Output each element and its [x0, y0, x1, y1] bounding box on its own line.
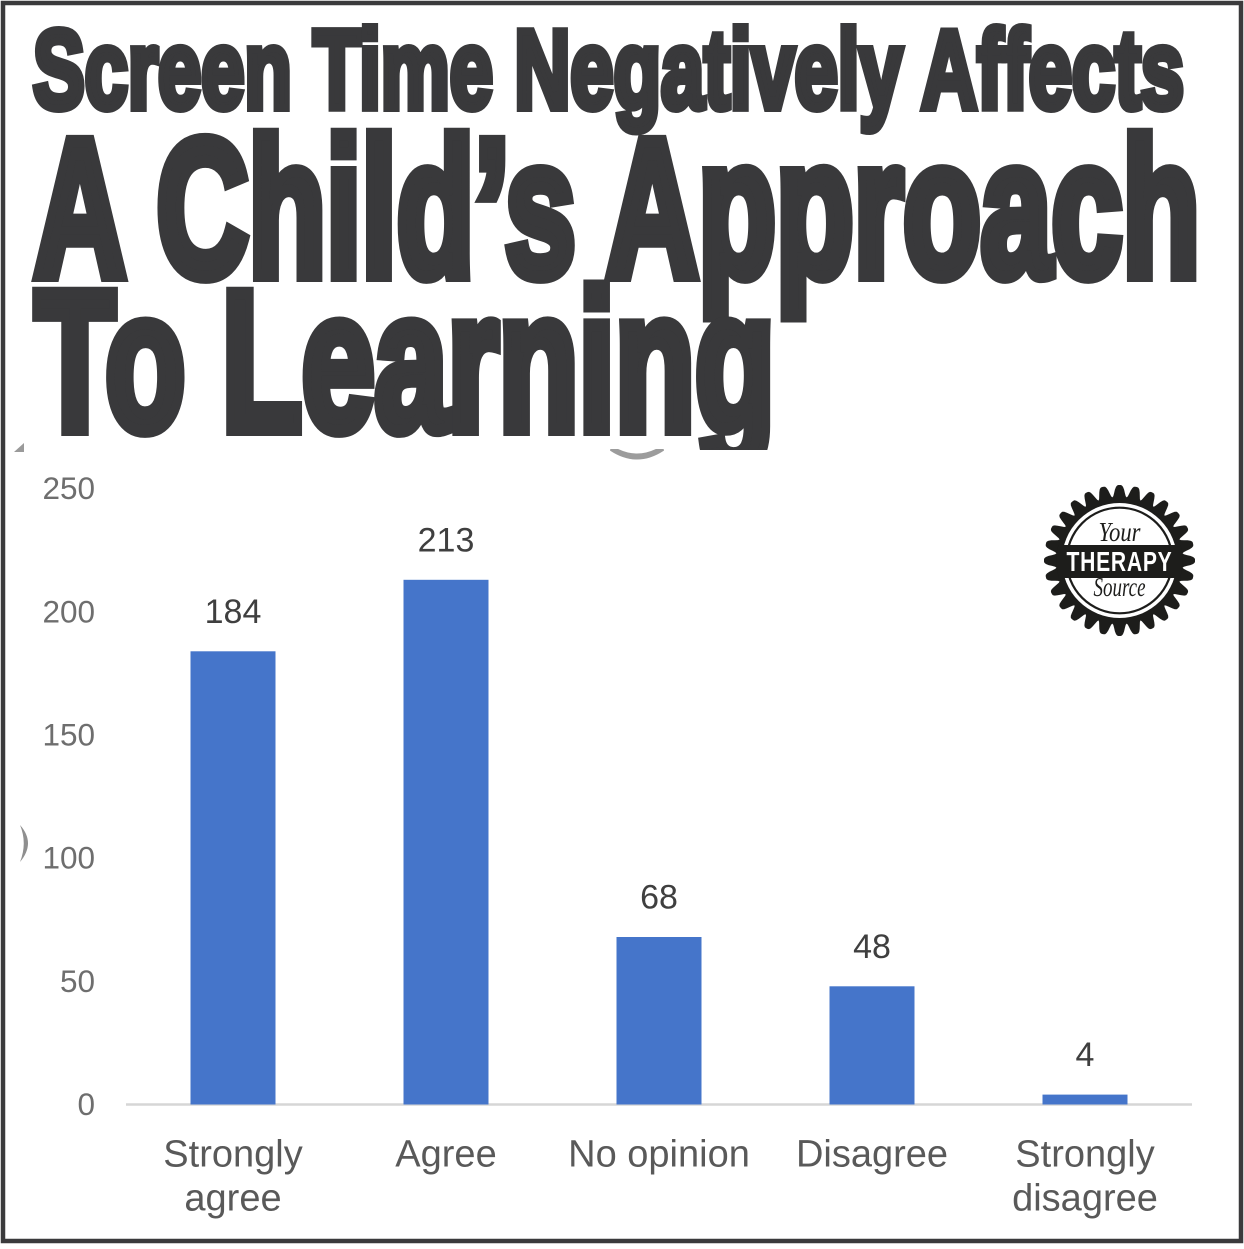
- svg-text:disagree: disagree: [1012, 1178, 1158, 1220]
- svg-text:Screen Time Negatively Affects: Screen Time Negatively Affects: [33, 8, 1184, 132]
- svg-text:Source: Source: [1094, 572, 1146, 602]
- svg-text:Agree: Agree: [395, 1134, 496, 1176]
- svg-text:0: 0: [77, 1086, 95, 1122]
- svg-text:agree: agree: [184, 1178, 281, 1220]
- svg-text:Strongly: Strongly: [1015, 1134, 1154, 1176]
- svg-text:150: 150: [42, 716, 95, 752]
- svg-text:To Learning: To Learning: [35, 251, 775, 472]
- svg-text:250: 250: [42, 470, 95, 506]
- svg-text:213: 213: [418, 521, 475, 559]
- svg-text:50: 50: [60, 963, 95, 999]
- svg-text:No opinion: No opinion: [568, 1134, 750, 1176]
- svg-text:68: 68: [640, 879, 678, 917]
- svg-text:184: 184: [205, 593, 262, 631]
- svg-text:Strongly: Strongly: [163, 1134, 302, 1176]
- svg-text:100: 100: [42, 840, 95, 876]
- svg-text:200: 200: [42, 593, 95, 629]
- svg-text:A Child’s Approach: A Child’s Approach: [34, 100, 1200, 318]
- svg-text:Disagree: Disagree: [796, 1134, 948, 1176]
- svg-text:48: 48: [853, 928, 891, 966]
- svg-text:4: 4: [1076, 1036, 1095, 1074]
- svg-text:Your: Your: [1099, 517, 1141, 547]
- svg-text:THERAPY: THERAPY: [1067, 546, 1173, 577]
